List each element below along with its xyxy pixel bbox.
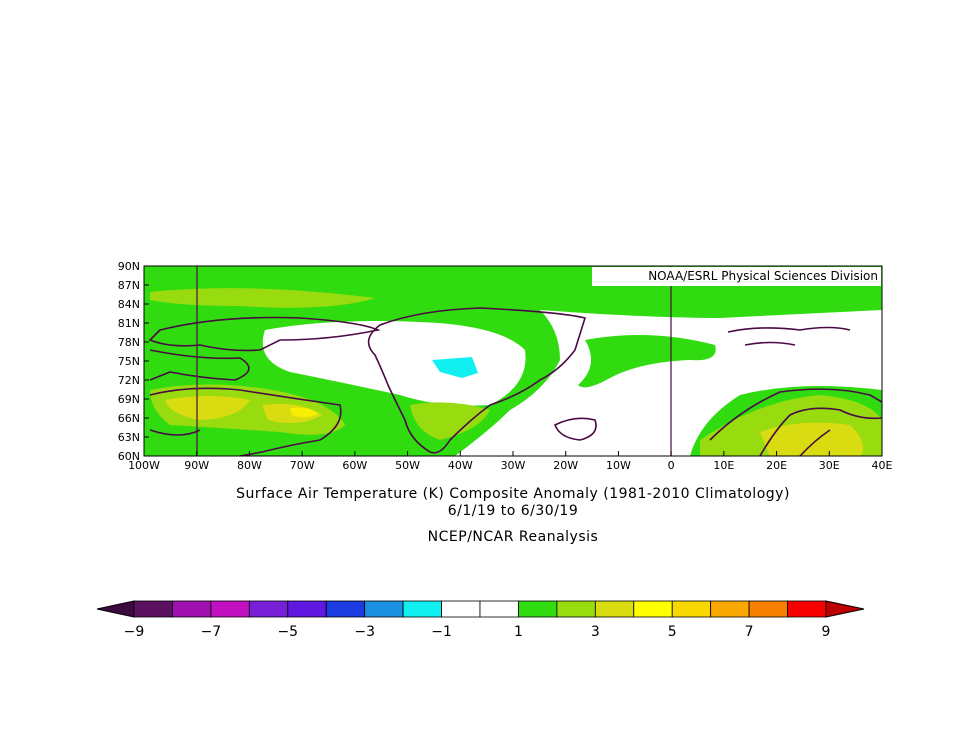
colorbar-label: −9	[124, 624, 145, 640]
colorbar-label: 9	[822, 624, 831, 640]
colorbar-label: −1	[431, 624, 452, 640]
lon-label: 20W	[553, 459, 578, 472]
colorbar-box	[748, 600, 788, 618]
anomaly-fill	[290, 407, 318, 418]
ellesmere	[148, 316, 381, 352]
colorbar-box	[556, 600, 596, 618]
anomaly-fill	[165, 396, 250, 420]
map-field	[144, 266, 882, 456]
lon-label: 30E	[819, 459, 840, 472]
colorbar-box	[479, 600, 519, 618]
lon-label: 60W	[342, 459, 367, 472]
lon-label: 40E	[872, 459, 893, 472]
colorbar-box	[364, 600, 404, 618]
anomaly-fill	[262, 321, 526, 406]
colorbar-box	[441, 600, 481, 618]
credit: NOAA/ESRL Physical Sciences Division	[648, 269, 878, 283]
lon-label: 80W	[237, 459, 262, 472]
colorbar-label: 1	[514, 624, 523, 640]
anomaly-fill	[455, 310, 882, 456]
credit-box	[592, 267, 881, 286]
lat-label: 81N	[118, 317, 140, 330]
colorbar-box	[325, 600, 366, 618]
colorbar-box	[402, 600, 442, 618]
colorbar-label: −7	[201, 624, 222, 640]
colorbar-box	[594, 600, 635, 618]
lon-label: 20E	[766, 459, 787, 472]
colorbar-box	[248, 600, 289, 618]
anomaly-fill	[410, 402, 490, 440]
anomaly-fill	[760, 422, 864, 456]
date-range: 6/1/19 to 6/30/19	[448, 503, 579, 519]
colorbar-end	[96, 600, 135, 618]
lon-label: 10E	[713, 459, 734, 472]
colorbar-box	[287, 600, 327, 618]
colorbar-label: 5	[668, 624, 677, 640]
lat-label: 63N	[118, 431, 140, 444]
lat-label: 75N	[118, 355, 140, 368]
colorbar-box	[787, 600, 827, 618]
anomaly-fill	[578, 335, 716, 388]
greenland	[367, 307, 587, 454]
lat-label: 69N	[118, 393, 140, 406]
lat-label: 60N	[118, 450, 140, 463]
lon-label: 40W	[448, 459, 473, 472]
colorbar-end	[825, 600, 865, 618]
lat-label: 90N	[118, 260, 140, 273]
colorbar-box	[518, 600, 558, 618]
colorbar-label: −5	[277, 624, 298, 640]
lon-label: 70W	[290, 459, 315, 472]
colorbar-box	[172, 600, 212, 618]
lat-label: 72N	[118, 374, 140, 387]
lat-label: 87N	[118, 279, 140, 292]
lat-label: 78N	[118, 336, 140, 349]
lon-label: 30W	[501, 459, 526, 472]
lon-label: 0	[668, 459, 675, 472]
lat-label: 66N	[118, 412, 140, 425]
colorbar-label: 7	[745, 624, 754, 640]
lon-label: 100W	[128, 459, 160, 472]
colorbar: −9 −7 −5 −3 −1 1 3 5 7 9	[96, 600, 865, 640]
colorbar-box	[710, 600, 750, 618]
colorbar-box	[133, 600, 173, 618]
svalbard	[727, 326, 851, 346]
anomaly-fill	[432, 357, 478, 378]
iceland	[553, 417, 597, 441]
scandinavia	[709, 388, 882, 456]
lon-label: 90W	[184, 459, 209, 472]
data-source: NCEP/NCAR Reanalysis	[428, 529, 599, 545]
colorbar-box	[671, 600, 712, 618]
lon-label: 10W	[606, 459, 631, 472]
lon-label: 50W	[395, 459, 420, 472]
colorbar-box	[210, 600, 250, 618]
map-title: Surface Air Temperature (K) Composite An…	[236, 486, 790, 502]
colorbar-label: 3	[591, 624, 600, 640]
lat-label: 84N	[118, 298, 140, 311]
colorbar-box	[633, 600, 673, 618]
anomaly-fill	[150, 288, 375, 308]
colorbar-label: −3	[354, 624, 375, 640]
archipelago	[149, 349, 250, 381]
